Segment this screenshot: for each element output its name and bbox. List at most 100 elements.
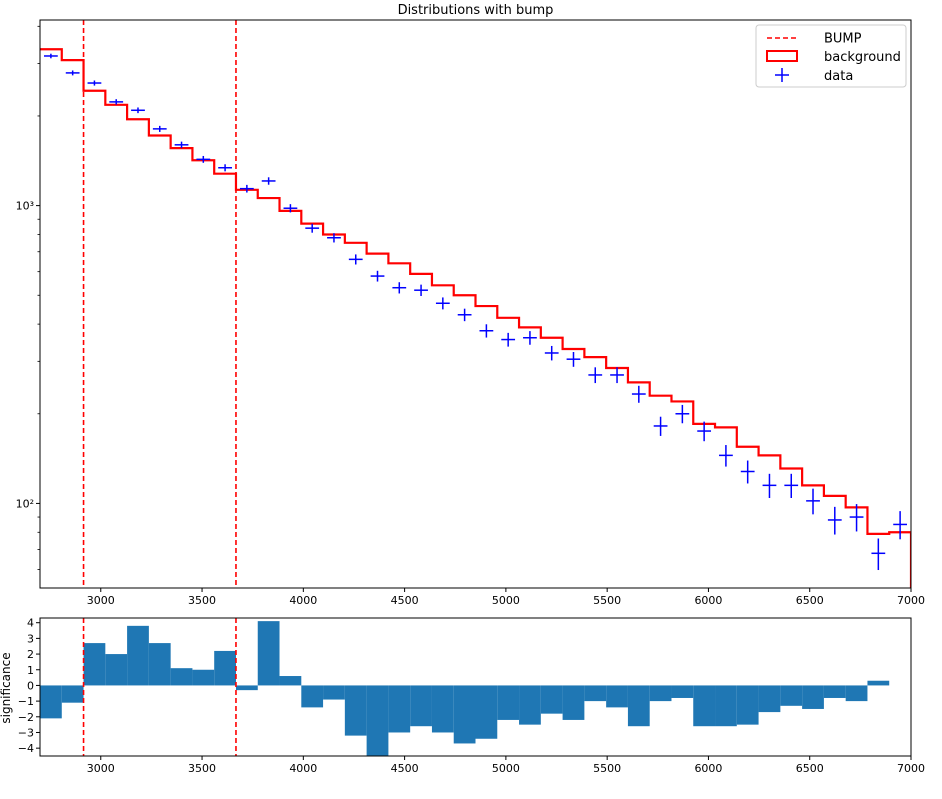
legend-label-background: background xyxy=(824,50,901,65)
significance-bar xyxy=(802,685,824,709)
data-point xyxy=(871,538,886,571)
y-tick-label: −2 xyxy=(18,711,34,724)
data-point xyxy=(44,53,58,59)
significance-bar xyxy=(170,668,193,686)
data-point xyxy=(588,367,603,384)
x-tick-label: 6000 xyxy=(694,594,722,607)
data-point xyxy=(740,460,755,484)
data-point xyxy=(348,254,363,265)
significance-bar xyxy=(235,685,258,691)
data-point xyxy=(479,324,494,338)
significance-bar xyxy=(867,680,890,686)
significance-bar xyxy=(823,685,846,698)
significance-bar xyxy=(736,685,759,725)
bump-lines-lower xyxy=(82,618,237,756)
data-point xyxy=(435,297,450,310)
x-tick-label: 3500 xyxy=(188,762,216,775)
data-point xyxy=(305,223,320,233)
y-axis: 10² 10³ xyxy=(16,25,40,570)
data-point xyxy=(523,331,537,345)
bump-lines xyxy=(82,20,237,588)
significance-bar xyxy=(540,685,563,714)
data-point xyxy=(566,351,581,367)
data-point xyxy=(762,473,777,499)
data-point xyxy=(261,177,276,185)
significance-bar xyxy=(758,685,781,713)
significance-plot: 3000 3500 4000 4500 5000 5500 6000 6500 7000 −4−… xyxy=(0,617,925,775)
data-point xyxy=(457,308,472,322)
significance-bar xyxy=(127,625,149,686)
x-tick-label: 4000 xyxy=(289,594,317,607)
data-point xyxy=(414,284,428,296)
main-plot: 3000 3500 4000 4500 5000 5500 6000 6500 7000 10²… xyxy=(16,19,925,607)
x-tick-label: 5500 xyxy=(593,762,621,775)
significance-bar xyxy=(301,685,324,708)
significance-bar xyxy=(257,621,280,686)
main-plot-frame xyxy=(39,19,912,589)
data-point xyxy=(544,345,559,361)
data-point xyxy=(501,332,516,347)
background-step-line xyxy=(40,48,911,588)
x-tick-label: 7000 xyxy=(897,594,925,607)
y-tick-label: 2 xyxy=(27,648,34,661)
significance-bar xyxy=(584,685,607,702)
y-tick-label: 4 xyxy=(27,617,34,630)
x-tick-label: 4500 xyxy=(391,594,419,607)
significance-bar xyxy=(606,685,628,708)
data-series xyxy=(44,53,907,571)
x-tick-label: 3000 xyxy=(87,594,115,607)
x-tick-label: 5000 xyxy=(492,594,520,607)
significance-bar xyxy=(192,669,215,686)
x-tick-label: 6500 xyxy=(796,594,824,607)
background-series xyxy=(40,48,911,588)
data-point xyxy=(653,416,668,436)
data-point xyxy=(131,107,145,114)
significance-bar xyxy=(671,685,694,698)
data-point xyxy=(893,511,907,540)
significance-bar xyxy=(519,685,541,725)
data-point xyxy=(196,155,211,163)
significance-bar xyxy=(845,685,868,702)
significance-bar xyxy=(693,685,716,727)
y-tick-label: −4 xyxy=(18,742,34,755)
data-point xyxy=(65,70,80,76)
data-point xyxy=(784,473,799,499)
x-tick-label: 5000 xyxy=(492,762,520,775)
data-point xyxy=(675,404,690,424)
significance-bar xyxy=(214,650,236,686)
y-axis-lower: −4 −3 −2 −1 0 1 2 3 4 xyxy=(18,617,40,755)
data-point xyxy=(392,282,407,294)
significance-bar xyxy=(388,685,411,733)
x-tick-label: 3500 xyxy=(188,594,216,607)
y-tick-label: −1 xyxy=(18,695,34,708)
x-axis: 3000 3500 4000 4500 5000 5500 6000 6500 7000 xyxy=(87,588,925,607)
significance-bar xyxy=(649,685,672,702)
y-tick-label: 10³ xyxy=(16,200,34,213)
x-tick-label: 4500 xyxy=(391,762,419,775)
x-tick-label: 6000 xyxy=(694,762,722,775)
legend-box xyxy=(755,24,907,88)
significance-bar xyxy=(453,685,476,744)
x-axis-lower: 3000 3500 4000 4500 5000 5500 6000 6500 7000 xyxy=(87,756,925,775)
significance-bar xyxy=(715,685,737,727)
significance-bar xyxy=(410,685,432,727)
data-point xyxy=(697,421,712,442)
legend-label-data: data xyxy=(824,69,853,84)
x-tick-label: 3000 xyxy=(87,762,115,775)
significance-bar xyxy=(562,685,585,720)
x-tick-label: 5500 xyxy=(593,594,621,607)
chart-title: Distributions with bump xyxy=(398,3,554,18)
data-point xyxy=(806,488,820,515)
data-point xyxy=(283,204,298,213)
significance-bar xyxy=(627,685,650,727)
data-point xyxy=(87,80,102,86)
significance-bars xyxy=(40,621,890,756)
y-axis-label: significance xyxy=(0,652,13,723)
significance-bar xyxy=(344,685,367,736)
data-point xyxy=(218,164,232,172)
data-point xyxy=(327,233,341,243)
significance-bar xyxy=(323,685,345,700)
significance-bar xyxy=(83,643,106,686)
significance-bar xyxy=(61,685,84,703)
